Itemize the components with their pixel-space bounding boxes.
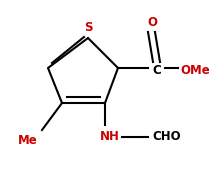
Text: NH: NH: [100, 130, 120, 143]
Text: OMe: OMe: [180, 63, 210, 76]
Text: CHO: CHO: [152, 130, 181, 143]
Text: C: C: [152, 63, 161, 76]
Text: Me: Me: [18, 134, 38, 147]
Text: O: O: [147, 16, 157, 29]
Text: S: S: [84, 21, 92, 34]
